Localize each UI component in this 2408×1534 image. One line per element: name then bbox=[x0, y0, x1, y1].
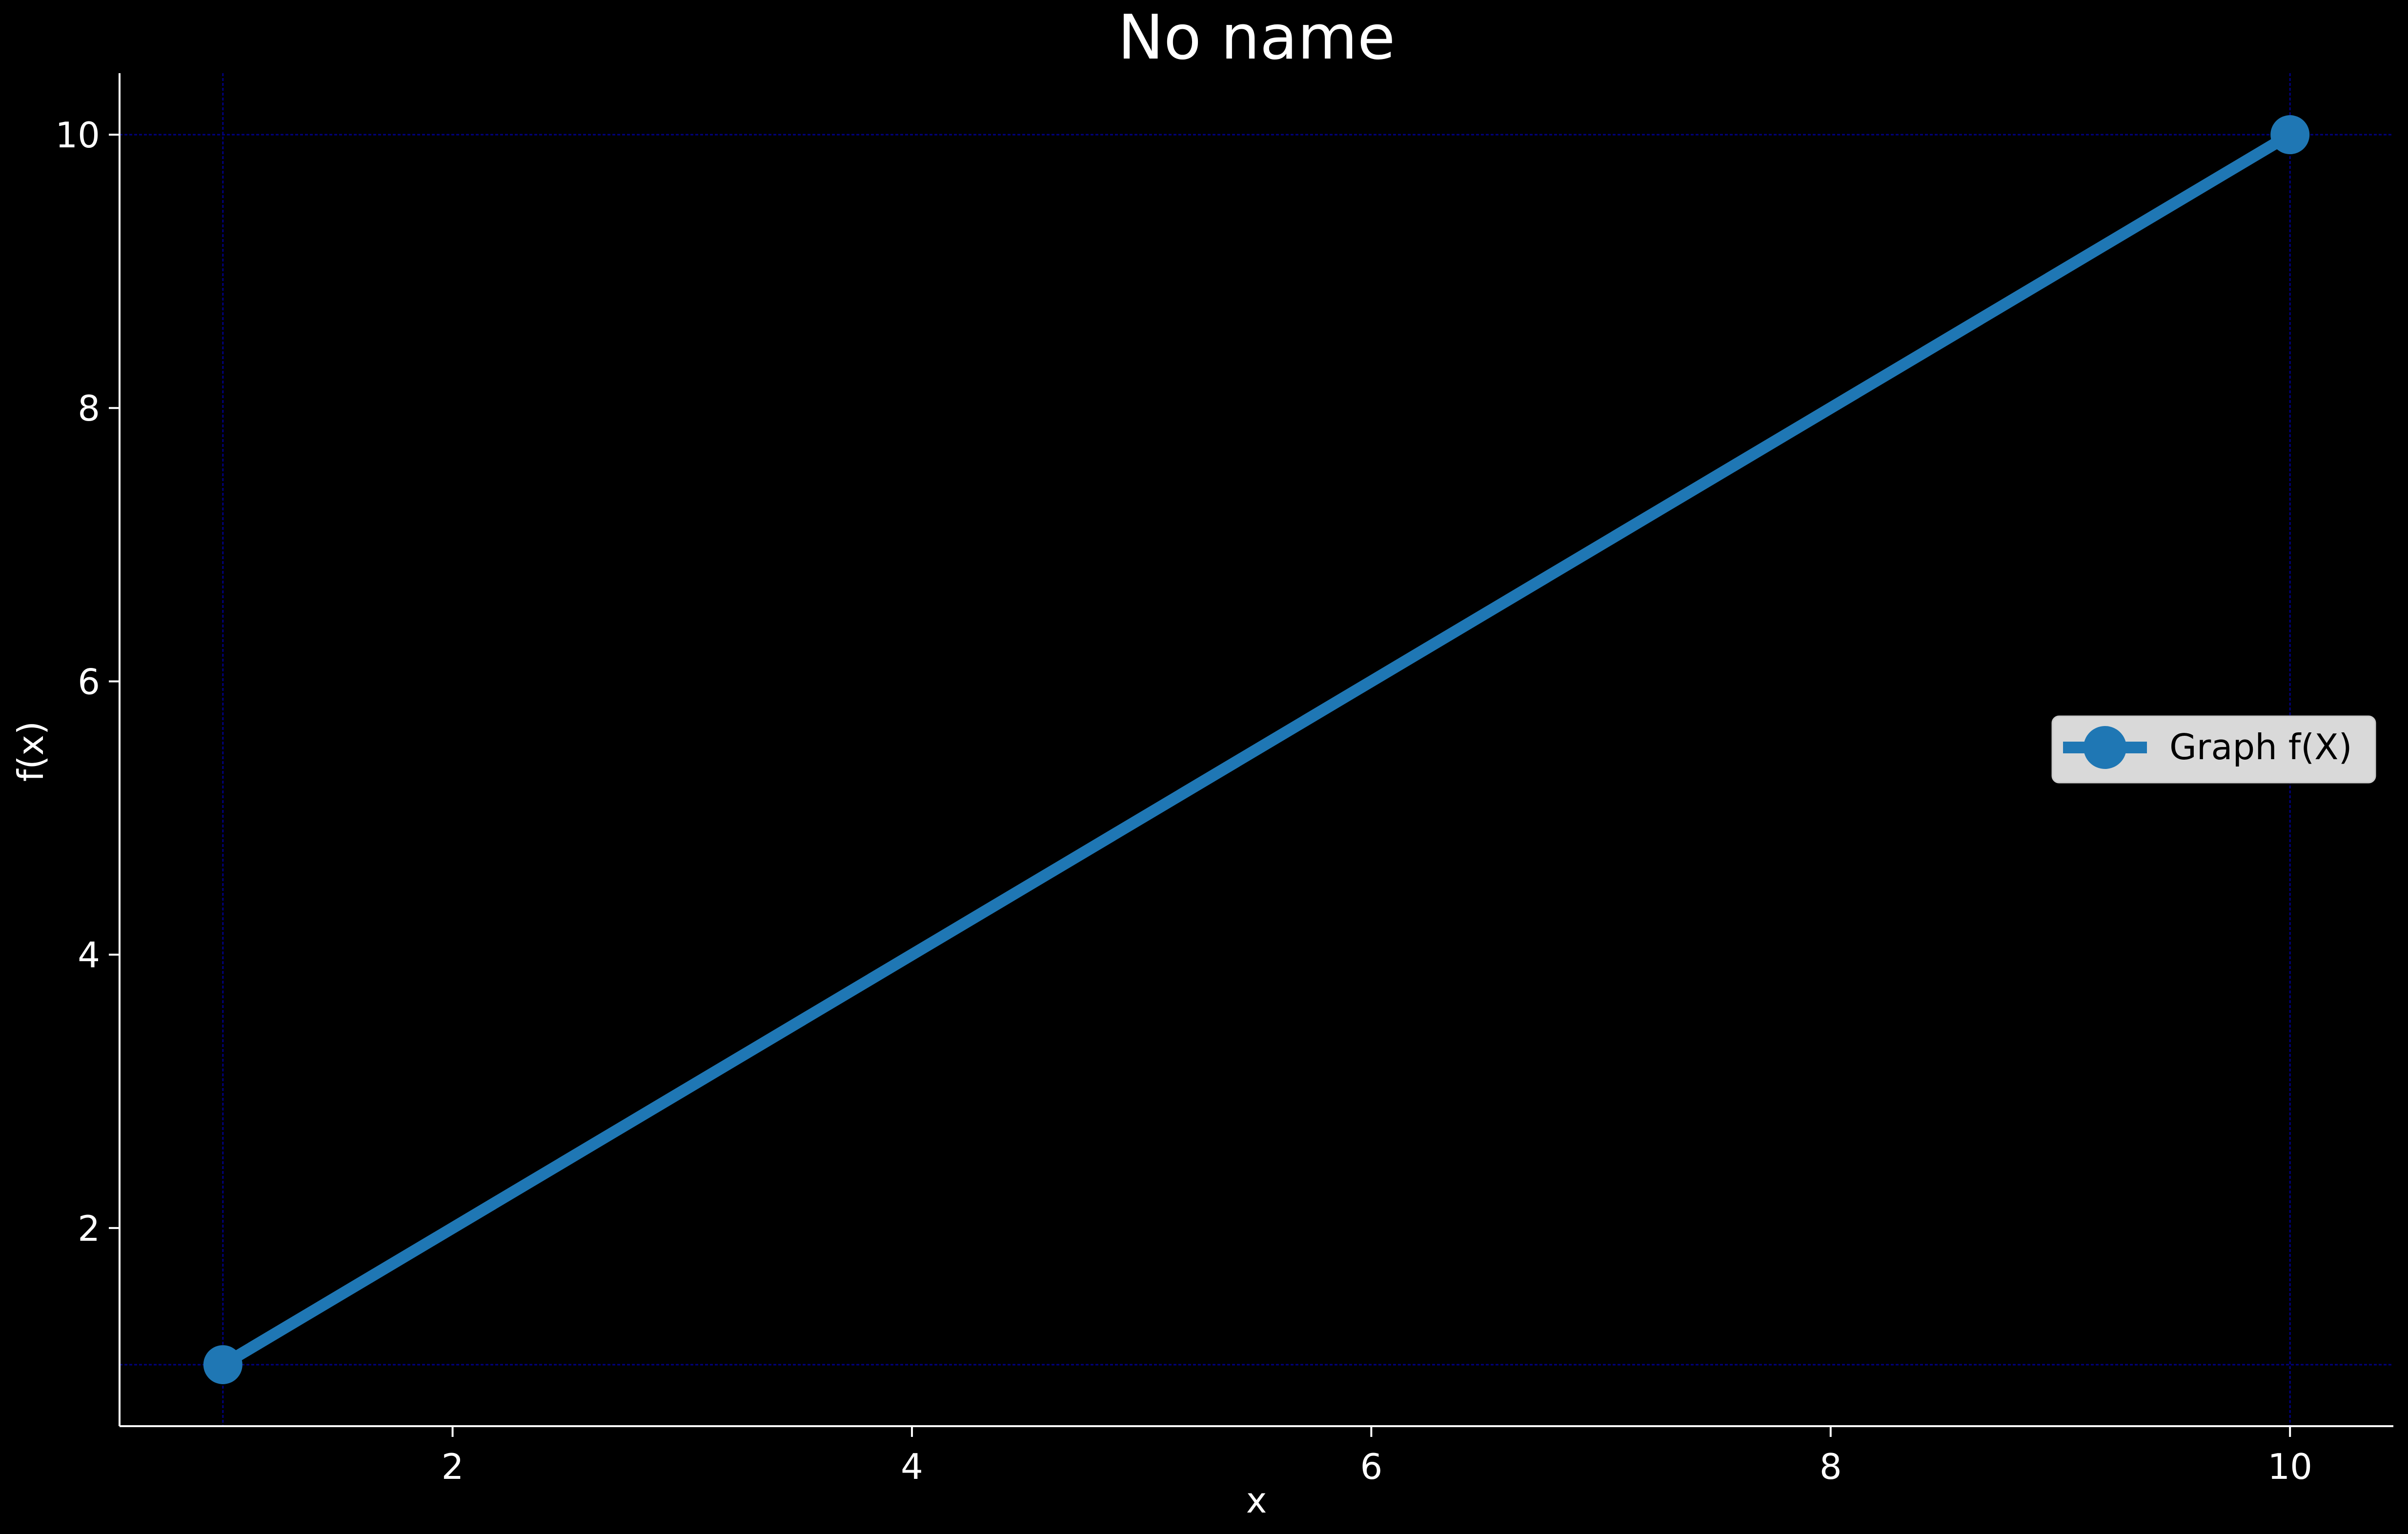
x-tick-label: 6 bbox=[1360, 1446, 1382, 1487]
x-tick-label: 2 bbox=[442, 1446, 464, 1487]
legend-label: Graph f(X) bbox=[2169, 727, 2352, 767]
x-axis-ticks: 2 4 6 8 10 bbox=[442, 1426, 2312, 1487]
series-line bbox=[217, 129, 2296, 1371]
x-tick-label: 4 bbox=[901, 1446, 923, 1487]
legend: Graph f(X) bbox=[2051, 715, 2376, 784]
data-point bbox=[203, 1345, 243, 1384]
y-tick-label: 4 bbox=[78, 935, 100, 976]
y-axis-ticks: 2 4 6 8 10 bbox=[55, 115, 120, 1249]
legend-box bbox=[2051, 715, 2376, 784]
series-layer bbox=[203, 115, 2310, 1384]
data-point bbox=[2270, 115, 2310, 155]
x-tick-label: 8 bbox=[1820, 1446, 1842, 1487]
y-tick-label: 8 bbox=[78, 388, 100, 429]
y-axis-label: f(x) bbox=[10, 721, 51, 782]
grid bbox=[120, 73, 2393, 1426]
legend-marker-swatch bbox=[2084, 726, 2126, 769]
y-tick-label: 6 bbox=[78, 661, 100, 702]
y-tick-label: 10 bbox=[55, 115, 100, 156]
chart-title: No name bbox=[1118, 1, 1396, 73]
x-axis-label: x bbox=[1246, 1480, 1267, 1521]
y-tick-label: 2 bbox=[78, 1208, 100, 1249]
x-tick-label: 10 bbox=[2267, 1446, 2312, 1487]
